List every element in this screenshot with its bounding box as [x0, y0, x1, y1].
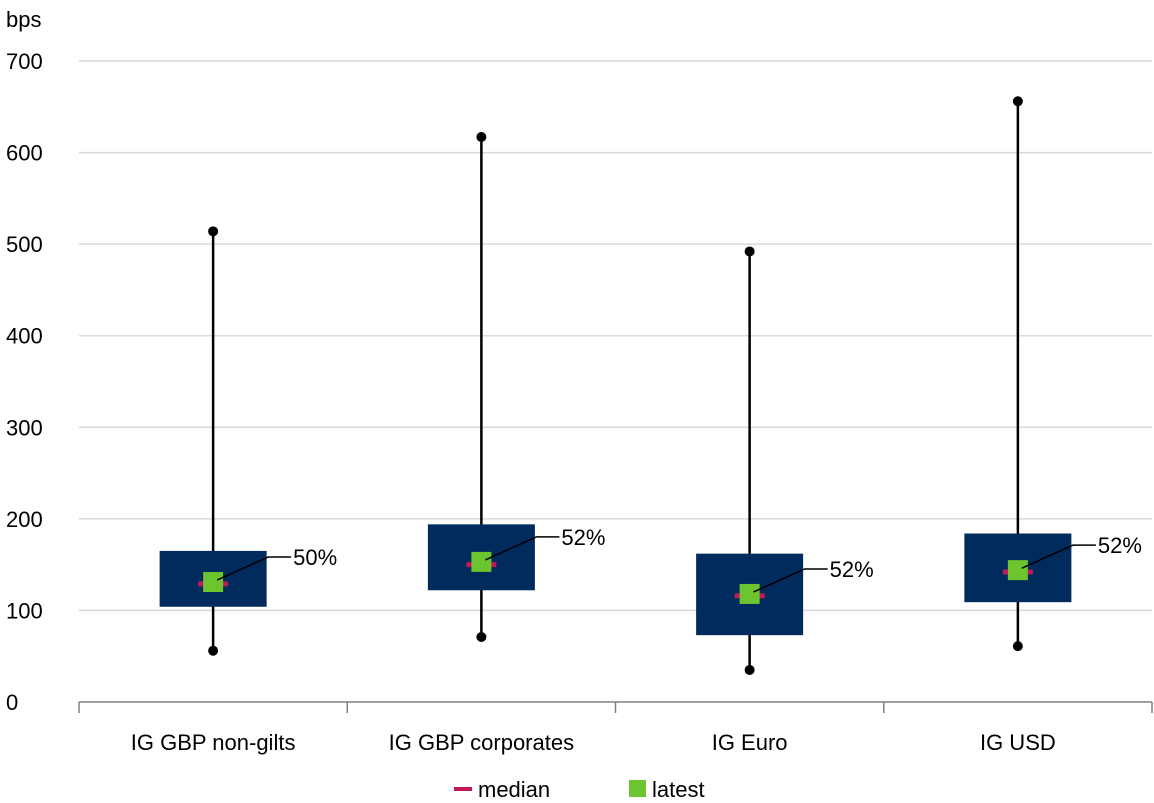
min-point: [208, 645, 219, 656]
max-point: [744, 246, 755, 257]
label-leader-line: [753, 568, 828, 593]
latest-mark: [203, 572, 224, 593]
legend-label: latest: [652, 777, 705, 802]
legend-item-median: median: [454, 777, 550, 802]
percentile-label: 52%: [1098, 533, 1142, 558]
y-tick-label: 0: [6, 690, 18, 715]
min-point: [476, 631, 487, 642]
legend: median latest: [454, 777, 705, 802]
legend-label: median: [478, 777, 550, 802]
percentile-label: 50%: [293, 545, 337, 570]
legend-swatch: [454, 787, 472, 791]
latest-mark: [1007, 560, 1028, 581]
label-leader-line: [485, 536, 560, 561]
x-category-label: IG GBP non-gilts: [131, 730, 296, 755]
latest-mark: [471, 551, 492, 572]
box-series: 50% 52% 52% 52%: [159, 96, 1142, 675]
max-point: [1012, 96, 1023, 107]
x-category-label: IG USD: [980, 730, 1056, 755]
label-leader-line: [1021, 544, 1096, 569]
box-3: 52%: [696, 246, 874, 675]
box-1: 50%: [159, 226, 337, 656]
legend-item-latest: latest: [629, 777, 705, 802]
x-axis: IG GBP non-gilts IG GBP corporates IG Euro…: [78, 701, 1153, 755]
max-point: [476, 132, 487, 143]
box-4: 52%: [964, 96, 1142, 652]
percentile-label: 52%: [561, 525, 605, 550]
legend-swatch: [629, 780, 646, 797]
latest-mark: [739, 583, 760, 604]
percentile-label: 52%: [830, 557, 874, 582]
max-point: [208, 226, 219, 237]
y-tick-label: 300: [6, 415, 43, 440]
min-point: [1012, 641, 1023, 652]
y-axis-ticks: 0 100 200 300 400 500 600 700: [6, 49, 43, 715]
y-tick-label: 500: [6, 232, 43, 257]
y-tick-label: 200: [6, 507, 43, 532]
x-category-label: IG GBP corporates: [389, 730, 574, 755]
y-tick-label: 400: [6, 324, 43, 349]
x-category-label: IG Euro: [712, 730, 788, 755]
label-leader-line: [216, 556, 292, 581]
gridlines: [79, 60, 1152, 612]
box-2: 52%: [427, 132, 605, 642]
y-tick-label: 700: [6, 49, 43, 74]
y-axis-unit-label: bps: [6, 7, 41, 32]
y-tick-label: 100: [6, 598, 43, 623]
y-tick-label: 600: [6, 141, 43, 166]
min-point: [744, 664, 755, 675]
